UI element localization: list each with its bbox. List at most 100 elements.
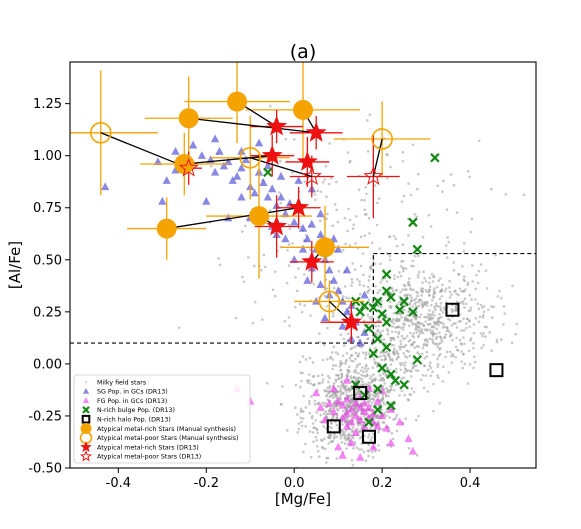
field-star bbox=[325, 461, 328, 464]
field-star bbox=[368, 113, 372, 116]
sg-point bbox=[268, 184, 277, 193]
field-star bbox=[433, 287, 436, 290]
field-star bbox=[417, 304, 421, 308]
field-star-dot bbox=[312, 282, 316, 286]
field-star bbox=[356, 354, 360, 358]
field-star-dot bbox=[446, 236, 449, 239]
field-star-dot bbox=[331, 396, 335, 400]
fg-triangle bbox=[404, 434, 413, 443]
field-star-dot bbox=[234, 316, 238, 320]
sg-point bbox=[342, 307, 352, 316]
field-star bbox=[304, 358, 308, 361]
field-star-dot bbox=[331, 439, 335, 443]
sg-triangle bbox=[158, 196, 167, 205]
sg-triangle bbox=[259, 178, 268, 186]
sg-point bbox=[237, 192, 246, 201]
field-star-dot bbox=[393, 277, 396, 281]
legend-marker bbox=[80, 441, 92, 452]
field-star bbox=[399, 342, 403, 346]
field-star-dot bbox=[325, 287, 329, 290]
field-star-dot bbox=[465, 302, 468, 306]
field-star bbox=[455, 336, 458, 340]
field-star bbox=[412, 390, 416, 394]
orange-circle bbox=[293, 99, 313, 120]
field-star bbox=[358, 292, 362, 296]
field-star-dot bbox=[394, 330, 398, 334]
field-star bbox=[287, 264, 291, 267]
field-star bbox=[326, 398, 329, 401]
field-star-dot bbox=[429, 374, 433, 377]
field-star bbox=[445, 244, 448, 247]
field-star bbox=[385, 367, 389, 370]
fg-triangle bbox=[342, 421, 352, 430]
field-star-dot bbox=[384, 414, 388, 417]
field-star bbox=[450, 308, 453, 311]
field-star bbox=[322, 404, 326, 407]
field-star bbox=[364, 357, 367, 360]
field-star bbox=[253, 300, 257, 304]
field-star-dot bbox=[363, 367, 367, 370]
field-star bbox=[370, 264, 374, 267]
field-star-dot bbox=[418, 270, 421, 274]
field-star bbox=[421, 303, 425, 307]
field-star-dot bbox=[85, 381, 87, 383]
field-star bbox=[400, 316, 403, 319]
field-star-dot bbox=[294, 275, 297, 279]
field-star bbox=[403, 319, 406, 322]
field-star-dot bbox=[463, 342, 466, 346]
field-star bbox=[412, 264, 415, 268]
field-star-dot bbox=[482, 331, 486, 335]
field-star-dot bbox=[375, 361, 379, 365]
field-star-dot bbox=[343, 344, 346, 347]
sg-triangle bbox=[171, 165, 180, 174]
field-star bbox=[447, 240, 451, 244]
field-star-dot bbox=[440, 337, 443, 341]
field-star bbox=[424, 302, 427, 306]
field-star-dot bbox=[404, 368, 408, 371]
field-star bbox=[346, 229, 349, 233]
field-star-dot bbox=[335, 423, 339, 427]
field-star bbox=[469, 306, 473, 309]
field-star bbox=[466, 281, 470, 285]
fg-triangle bbox=[342, 394, 352, 403]
sg-point bbox=[281, 209, 290, 218]
field-star bbox=[465, 322, 468, 325]
field-star bbox=[460, 350, 463, 353]
field-star-dot bbox=[413, 254, 417, 258]
field-star bbox=[448, 335, 452, 338]
field-star-dot bbox=[409, 287, 412, 290]
field-star bbox=[325, 195, 328, 199]
field-star-dot bbox=[439, 335, 443, 339]
field-star bbox=[339, 392, 343, 396]
field-star-dot bbox=[302, 394, 305, 398]
field-star-dot bbox=[371, 366, 375, 369]
field-star bbox=[415, 215, 418, 219]
field-star bbox=[322, 412, 326, 415]
sg-triangle bbox=[360, 290, 369, 299]
field-star-dot bbox=[454, 345, 458, 349]
field-star-dot bbox=[315, 427, 318, 431]
field-star bbox=[417, 172, 420, 176]
field-star bbox=[279, 201, 283, 205]
x-stroke bbox=[263, 167, 273, 178]
field-star bbox=[335, 414, 339, 418]
field-star-dot bbox=[406, 319, 410, 323]
field-star bbox=[297, 422, 301, 425]
field-star bbox=[434, 302, 438, 305]
field-star bbox=[436, 345, 440, 349]
sg-point bbox=[342, 265, 352, 274]
sg-point bbox=[259, 178, 268, 186]
field-star bbox=[269, 104, 272, 108]
field-star bbox=[385, 153, 389, 156]
field-star bbox=[372, 378, 375, 381]
field-star bbox=[445, 256, 449, 259]
field-star-dot bbox=[381, 329, 385, 333]
field-star bbox=[417, 414, 420, 418]
field-star-dot bbox=[285, 281, 289, 285]
fg-point bbox=[373, 421, 382, 430]
field-star-dot bbox=[426, 315, 430, 319]
fg-triangle bbox=[342, 375, 352, 384]
field-star bbox=[426, 315, 430, 319]
x-tick-label: 0.4 bbox=[460, 476, 481, 491]
field-star-dot bbox=[438, 316, 441, 320]
